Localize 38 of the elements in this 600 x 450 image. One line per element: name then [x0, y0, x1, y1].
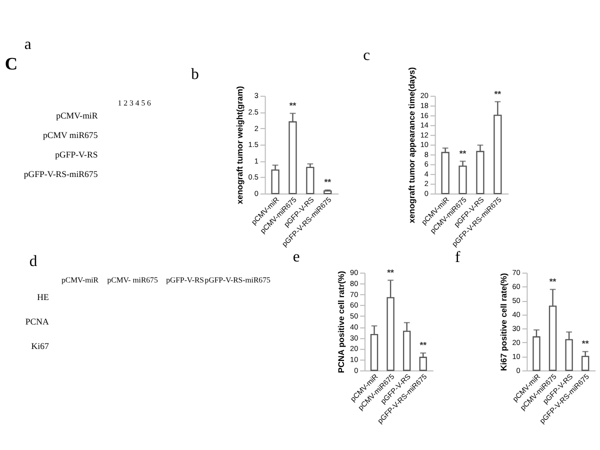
annotation: **	[582, 338, 590, 349]
text: C	[4, 53, 18, 74]
text: a	[24, 36, 32, 53]
annotation: **	[387, 267, 395, 278]
bar	[324, 190, 332, 194]
y-axis-title: xenograft tumor appearance time(days)	[406, 67, 416, 224]
y-axis-title: xenograft tumor weight(gram)	[234, 86, 244, 204]
category-label: pCMV-miR	[56, 110, 98, 120]
bar	[441, 152, 450, 194]
text: d	[29, 252, 38, 270]
category-label: pCMV miR675	[42, 130, 98, 140]
bar	[458, 166, 467, 194]
chart-title: c	[363, 46, 370, 64]
category-label: pCMV-miR	[62, 275, 98, 284]
y-axis-title: Ki67 positive cell rate(%)	[498, 272, 508, 371]
category-label: 1 2 3 4 5 6	[118, 98, 152, 108]
chart-title: f	[455, 248, 462, 266]
category-label: pGFP-V-RS	[166, 275, 204, 284]
category-label: Ki67	[31, 340, 49, 351]
chart-title: b	[191, 66, 200, 83]
bar	[419, 356, 427, 371]
annotation: **	[549, 276, 557, 287]
category-label: HE	[37, 292, 49, 302]
bar	[306, 166, 314, 194]
y-axis-title: PCNA positive cell ratr(%)	[336, 270, 346, 374]
category-label: pGFP-V-RS-miR675	[204, 275, 270, 284]
annotation: **	[459, 148, 467, 158]
category-label: pGFP-V-RS	[55, 149, 98, 160]
bar	[581, 356, 590, 371]
bar	[271, 169, 280, 194]
annotation: **	[289, 100, 297, 111]
annotation: **	[420, 340, 428, 350]
category-label: pGFP-V-RS-miR675	[24, 168, 98, 179]
category-label: PCNA	[25, 316, 49, 326]
category-label: pCMV- miR675	[107, 275, 158, 284]
chart-title: e	[292, 248, 300, 266]
annotation: **	[324, 177, 332, 188]
annotation: **	[494, 88, 502, 99]
